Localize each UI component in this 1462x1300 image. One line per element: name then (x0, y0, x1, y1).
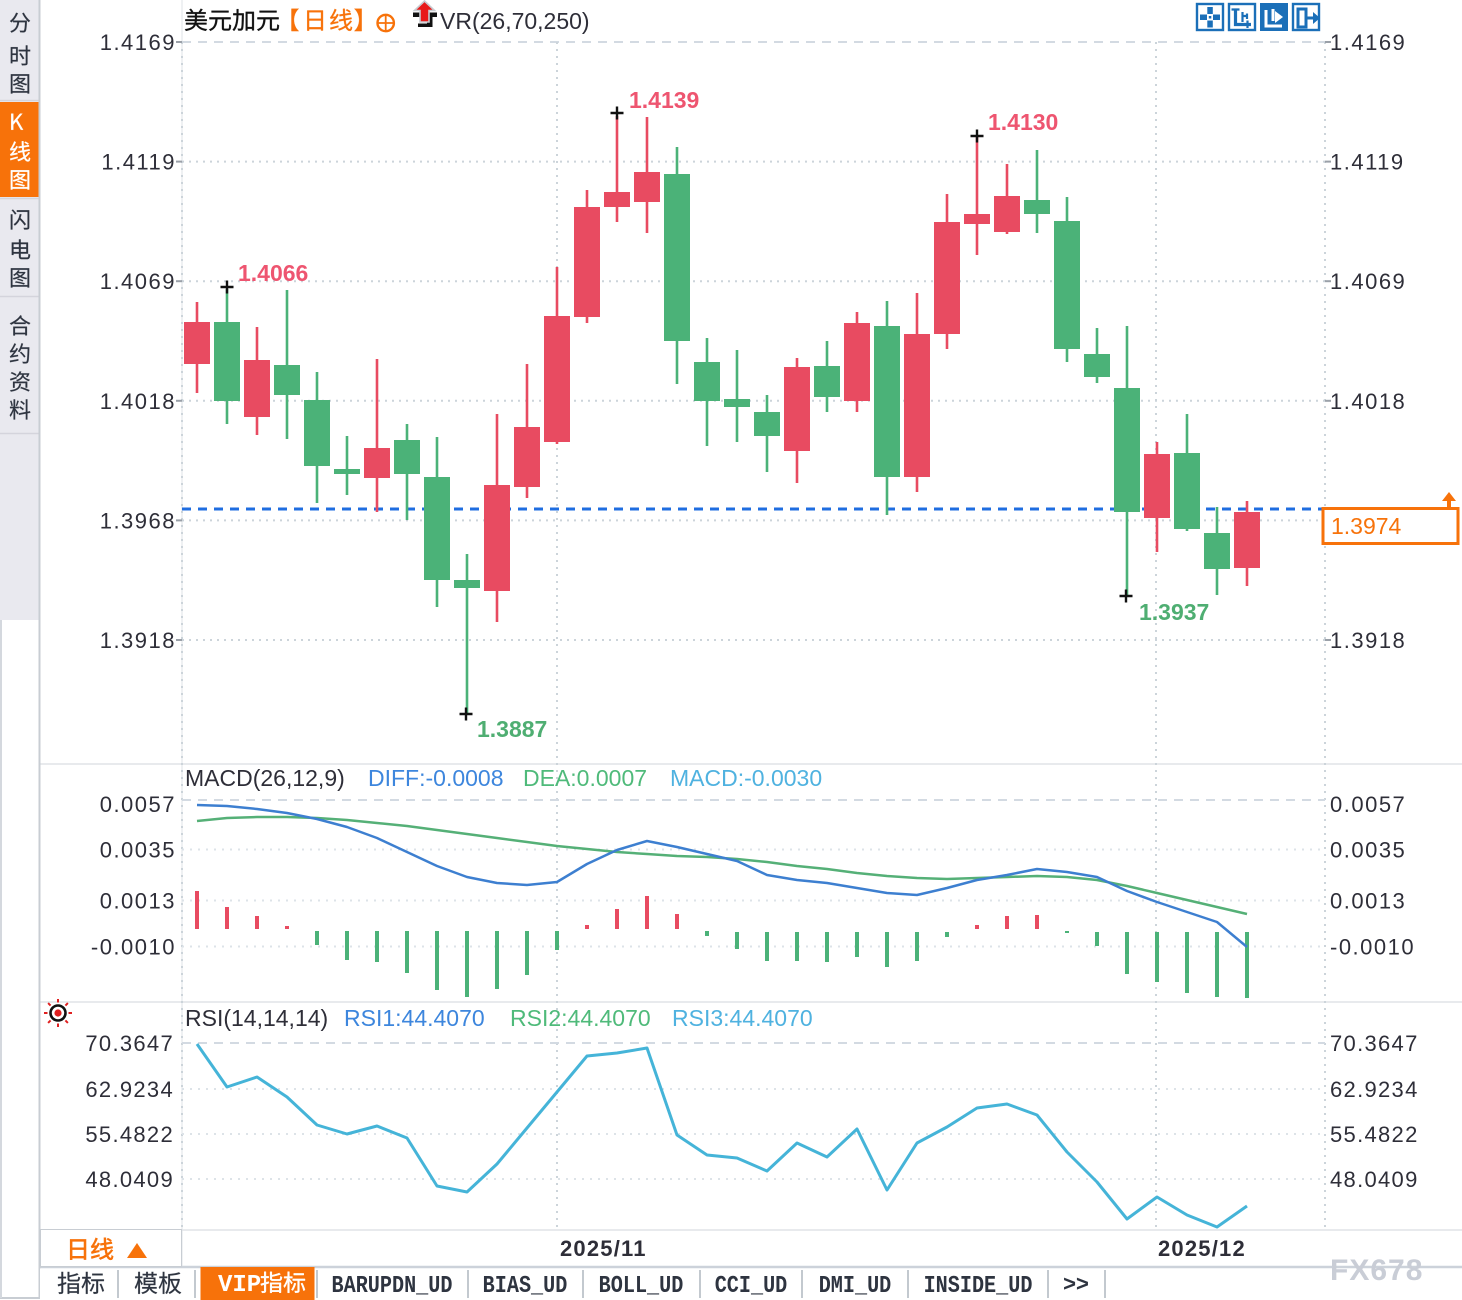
svg-text:0.0013: 0.0013 (1330, 889, 1406, 914)
svg-text:-0.0010: -0.0010 (1330, 935, 1415, 960)
svg-text:48.0409: 48.0409 (1330, 1167, 1419, 1192)
svg-text:70.3647: 70.3647 (85, 1031, 174, 1056)
svg-text:DIFF:-0.0008: DIFF:-0.0008 (368, 765, 504, 791)
svg-text:48.0409: 48.0409 (85, 1167, 174, 1192)
svg-text:0.0057: 0.0057 (1330, 792, 1406, 817)
svg-text:0.0035: 0.0035 (1330, 838, 1406, 863)
svg-text:1.4119: 1.4119 (101, 150, 176, 175)
svg-text:1.4069: 1.4069 (1330, 269, 1406, 294)
svg-text:FX678: FX678 (1330, 1254, 1423, 1287)
svg-text:2025/11: 2025/11 (560, 1236, 647, 1261)
svg-text:1.3918: 1.3918 (1330, 628, 1406, 653)
svg-text:BOLL_UD: BOLL_UD (599, 1273, 684, 1300)
svg-text:0.0057: 0.0057 (100, 792, 176, 817)
svg-text:RSI3:44.4070: RSI3:44.4070 (672, 1005, 813, 1031)
svg-text:1.3968: 1.3968 (100, 508, 176, 533)
svg-text:-0.0010: -0.0010 (91, 935, 176, 960)
svg-text:RSI(14,14,14): RSI(14,14,14) (185, 1005, 328, 1031)
svg-text:DMI_UD: DMI_UD (819, 1273, 892, 1300)
svg-text:1.3918: 1.3918 (100, 628, 176, 653)
svg-text:1.4130: 1.4130 (988, 109, 1058, 135)
svg-text:VIP: VIP (218, 1272, 261, 1299)
svg-text:RSI2:44.4070: RSI2:44.4070 (510, 1005, 651, 1031)
svg-text:1.4169: 1.4169 (1330, 30, 1406, 55)
svg-text:BARUPDN_UD: BARUPDN_UD (332, 1273, 453, 1300)
svg-text:1.4066: 1.4066 (238, 260, 308, 286)
svg-text:1.4069: 1.4069 (100, 269, 176, 294)
svg-text:CCI_UD: CCI_UD (715, 1273, 788, 1300)
svg-text:MACD(26,12,9): MACD(26,12,9) (185, 765, 345, 791)
svg-text:>>: >> (1063, 1271, 1089, 1296)
svg-text:1.4018: 1.4018 (1330, 389, 1406, 414)
svg-text:55.4822: 55.4822 (85, 1122, 174, 1147)
svg-text:62.9234: 62.9234 (1330, 1077, 1419, 1102)
svg-text:1.3974: 1.3974 (1331, 513, 1402, 539)
svg-text:1.4169: 1.4169 (100, 30, 176, 55)
svg-text:2025/12: 2025/12 (1158, 1236, 1246, 1261)
svg-text:MACD:-0.0030: MACD:-0.0030 (670, 765, 822, 791)
svg-text:RSI1:44.4070: RSI1:44.4070 (344, 1005, 485, 1031)
svg-text:0.0013: 0.0013 (100, 889, 176, 914)
svg-text:1.3887: 1.3887 (477, 716, 547, 742)
svg-text:1.4018: 1.4018 (100, 389, 176, 414)
svg-text:1.4119: 1.4119 (1330, 150, 1405, 175)
svg-text:62.9234: 62.9234 (85, 1077, 174, 1102)
svg-text:VR(26,70,250): VR(26,70,250) (440, 8, 590, 34)
svg-text:70.3647: 70.3647 (1330, 1031, 1419, 1056)
svg-text:55.4822: 55.4822 (1330, 1122, 1419, 1147)
svg-text:BIAS_UD: BIAS_UD (483, 1273, 568, 1300)
svg-text:DEA:0.0007: DEA:0.0007 (523, 765, 647, 791)
svg-text:1.4139: 1.4139 (629, 87, 699, 113)
svg-text:1.3937: 1.3937 (1139, 599, 1209, 625)
svg-text:INSIDE_UD: INSIDE_UD (924, 1273, 1033, 1300)
svg-text:0.0035: 0.0035 (100, 838, 176, 863)
